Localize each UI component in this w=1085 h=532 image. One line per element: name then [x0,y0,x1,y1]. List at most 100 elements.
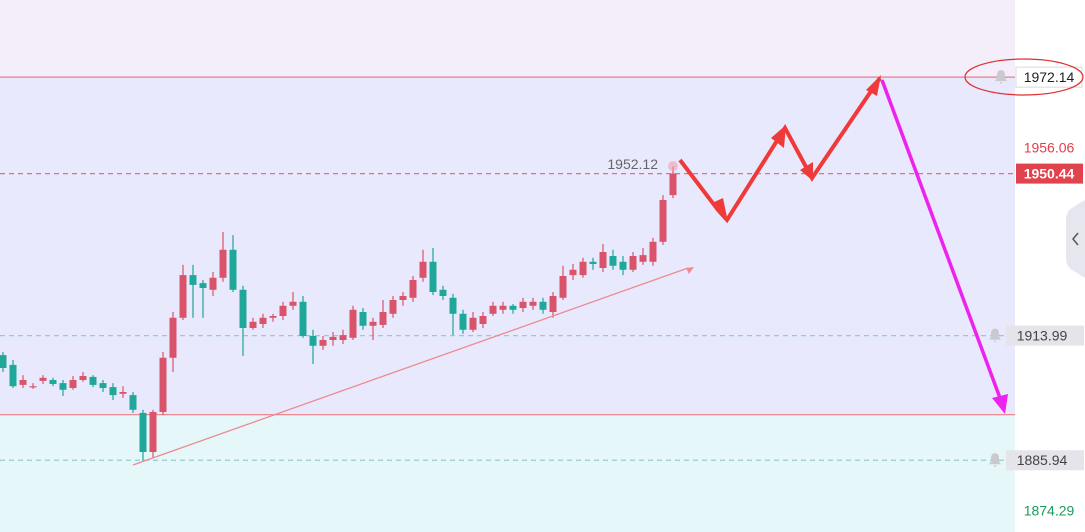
forecast-zigzag [678,76,882,224]
alert-label-box [1006,450,1084,471]
candle-body [39,377,47,381]
candle-body [549,296,557,312]
arrowhead [866,75,881,96]
candle-body [99,383,107,388]
current-price-label: 1950.44 [1024,165,1075,181]
candle-body [159,357,167,412]
candle-body [309,336,317,346]
zone [0,77,1015,415]
candle-body [409,280,417,298]
candle-body [329,336,337,340]
candle-body [509,305,517,310]
candle-body [199,283,207,288]
candle-body [519,301,527,308]
candle-body [639,255,647,262]
candle-body [169,317,177,358]
forecast-arrow [880,79,1002,399]
candle-body [109,387,117,396]
candle-body [669,173,677,196]
alert-label-box [1015,66,1083,88]
candle-body [489,305,497,314]
arrowhead [771,125,786,148]
highlight-circle [964,58,1084,96]
candle-body [659,200,667,242]
candle-body [179,275,187,318]
candle-body [559,276,567,298]
candle-body [339,335,347,340]
candle-body [569,269,577,276]
candle-body [529,301,537,306]
trend-line [132,267,689,466]
candle-body [59,383,67,390]
zone [0,0,1015,78]
candle-body [629,256,637,270]
candle-body [469,317,477,330]
arrowhead [712,198,728,222]
candle-body [119,392,127,394]
background [0,0,1015,532]
current-price-box [1016,163,1083,184]
candle-body [289,301,297,306]
candle-body [619,261,627,270]
candle-body [279,305,287,316]
arrowhead [800,162,813,181]
candle-body [129,395,137,410]
candle-body [379,312,387,325]
candle-body [589,261,597,264]
candle-body [189,275,197,285]
candle-body [649,241,657,262]
plot: 1952.12 [0,76,1015,462]
trend-arrowhead [686,267,694,274]
candle-body [399,296,407,300]
candle-body [79,376,87,380]
candle-body [449,297,457,314]
candle-body [69,380,77,388]
alert-label: 1913.99 [1017,327,1068,343]
candle-body [19,380,27,385]
alert-label: 1885.94 [1017,452,1068,468]
candle-body [499,305,507,310]
candle-body [319,340,327,346]
candle-body [609,256,617,266]
chevron-icon [1072,232,1079,246]
high-marker-glow [668,161,678,172]
y-tick-label: 1874.29 [1024,503,1075,519]
candle-body [9,364,17,387]
candle-body [29,386,37,388]
candle-body [459,313,467,330]
toggle-tab[interactable] [1066,200,1085,278]
y-tick-label: 1956.06 [1024,139,1075,155]
alert-bell-icon [989,328,1001,343]
alert-label: 1972.14 [1024,69,1075,85]
arrowhead [992,394,1008,414]
high-price-label: 1952.12 [607,156,658,172]
candle-body [439,289,447,296]
candle-body [389,300,397,314]
candle-body [259,317,267,324]
annotations [132,75,1008,466]
candle-body [269,316,277,318]
price-axis: 1972.14 1950.44 1913.99 1885.94 1956.06 1874.… [989,66,1084,519]
candle-body [369,321,377,326]
candle-body [539,301,547,310]
candle-body [229,249,237,290]
candle-body [0,355,7,368]
candle-body [219,249,227,278]
alert-label-box [1006,325,1084,346]
candle-body [599,252,607,268]
candle-body [239,289,247,328]
candle-body [429,261,437,292]
candle-body [49,380,57,384]
candle-body [359,312,367,326]
alert-bell-icon [995,70,1007,85]
candle-body [149,412,157,452]
candle-body [349,309,357,338]
candle-body [139,412,147,452]
candle-body [479,316,487,324]
alert-bell-icon [989,453,1001,468]
candle-body [209,277,217,290]
candle-body [89,376,97,385]
side-panel-toggle[interactable] [1066,200,1085,278]
candle-body [299,301,307,336]
